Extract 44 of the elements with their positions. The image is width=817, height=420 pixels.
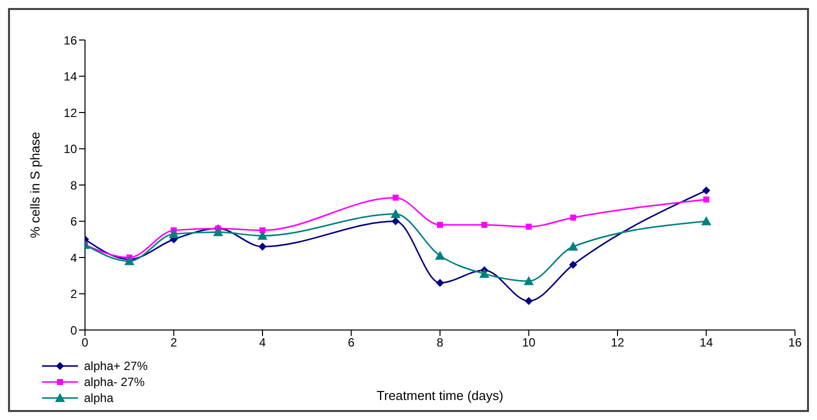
x-tick-label: 6 bbox=[348, 336, 355, 350]
point bbox=[390, 209, 401, 218]
point bbox=[213, 227, 224, 236]
x-tick-label: 0 bbox=[82, 336, 89, 350]
y-tick-label: 4 bbox=[70, 250, 78, 265]
y-axis-title: % cells in S phase bbox=[28, 132, 43, 238]
legend-label: alpha+ 27% bbox=[84, 359, 148, 373]
y-tick-label: 14 bbox=[64, 70, 78, 84]
x-tick-label: 12 bbox=[610, 336, 624, 350]
y-tick-label: 0 bbox=[70, 323, 78, 338]
point bbox=[481, 222, 488, 228]
y-tick-label: 16 bbox=[64, 33, 78, 48]
point bbox=[392, 217, 400, 226]
point bbox=[703, 196, 710, 202]
y-tick-label: 10 bbox=[64, 142, 78, 156]
x-tick-label: 16 bbox=[788, 336, 802, 350]
legend-label: alpha- 27% bbox=[84, 375, 145, 389]
point bbox=[524, 297, 533, 305]
point bbox=[568, 242, 578, 251]
x-tick-label: 8 bbox=[436, 336, 444, 350]
x-tick-label: 10 bbox=[522, 336, 536, 350]
point bbox=[168, 228, 179, 238]
point bbox=[392, 194, 399, 201]
point bbox=[435, 250, 445, 260]
point bbox=[702, 186, 710, 194]
point bbox=[479, 268, 490, 278]
point bbox=[526, 224, 532, 230]
x-tick-label: 2 bbox=[170, 336, 178, 350]
y-tick-label: 8 bbox=[70, 178, 78, 192]
point bbox=[436, 278, 444, 287]
x-tick-label: 14 bbox=[700, 336, 714, 350]
point bbox=[258, 242, 266, 251]
point bbox=[701, 216, 712, 226]
point bbox=[437, 222, 443, 228]
y-tick-label: 2 bbox=[70, 287, 78, 302]
x-axis-title: Treatment time (days) bbox=[376, 388, 504, 403]
x-tick-label: 4 bbox=[259, 336, 266, 350]
point bbox=[258, 230, 268, 240]
point bbox=[569, 260, 578, 269]
y-tick-label: 6 bbox=[70, 214, 78, 229]
y-tick-label: 12 bbox=[64, 106, 78, 120]
point bbox=[524, 276, 534, 286]
legend-label: alpha bbox=[84, 391, 114, 405]
point bbox=[570, 214, 576, 221]
